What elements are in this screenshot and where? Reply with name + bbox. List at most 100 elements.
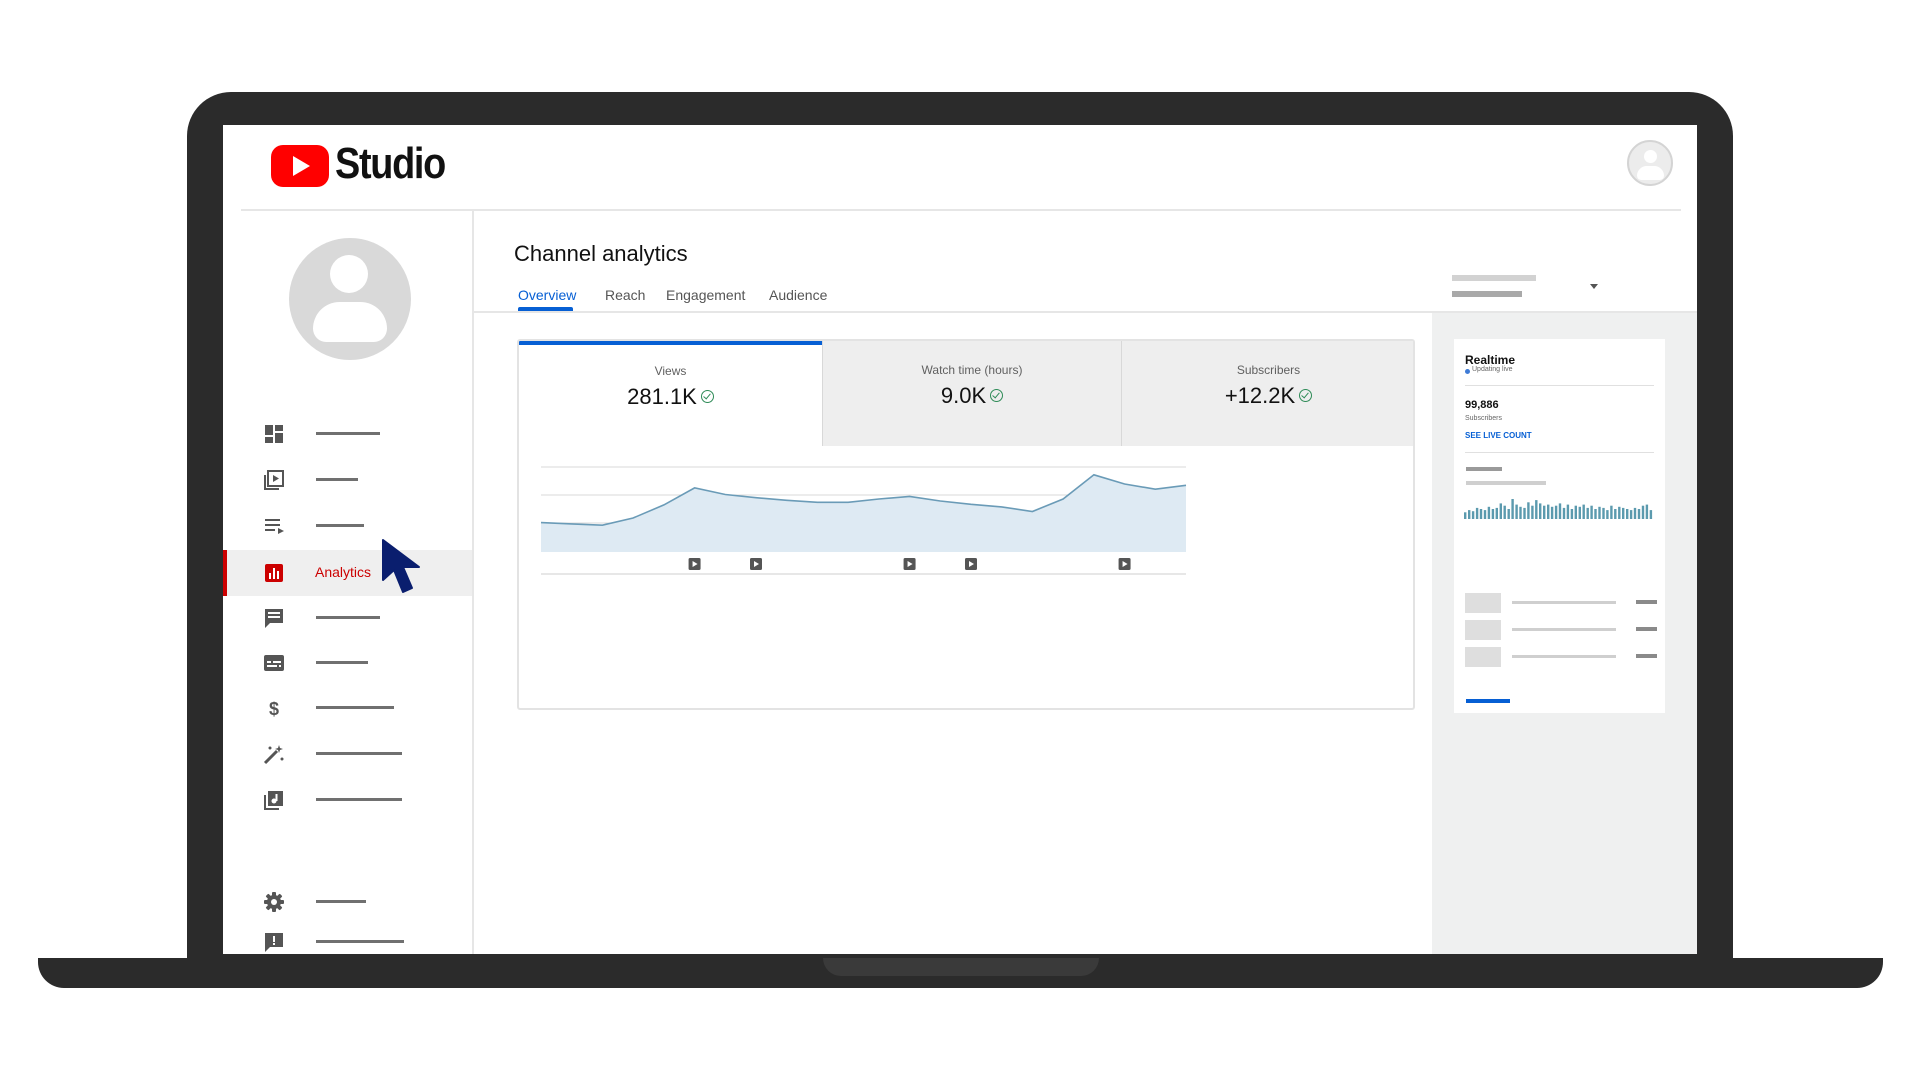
tab-active-indicator — [518, 307, 573, 311]
realtime-bar — [1471, 511, 1475, 519]
top-content-thumbnail[interactable] — [1465, 593, 1501, 613]
sidebar-item-settings[interactable] — [223, 879, 472, 925]
realtime-bar — [1503, 505, 1506, 519]
see-live-count-link[interactable]: SEE LIVE COUNT — [1465, 431, 1532, 440]
page-title: Channel analytics — [514, 241, 688, 266]
analytics-icon — [265, 564, 283, 582]
sidebar-item-subtitles[interactable] — [223, 640, 472, 686]
sidebar-item-comments[interactable] — [223, 595, 472, 641]
tab-audience[interactable]: Audience — [769, 287, 828, 303]
realtime-bar — [1570, 509, 1574, 519]
sidebar-item-content[interactable] — [223, 457, 472, 503]
see-more-link[interactable] — [1466, 699, 1510, 703]
sidebar-item-dashboard[interactable] — [223, 411, 472, 457]
comments-icon — [265, 609, 283, 628]
svg-text:$: $ — [269, 699, 279, 719]
subtitles-icon — [264, 655, 284, 671]
metric-value-row: +12.2K — [1122, 383, 1413, 409]
youtube-logo-icon[interactable] — [271, 145, 329, 187]
sidebar-item-placeholder — [316, 940, 404, 943]
metric-value-row: 9.0K — [823, 383, 1121, 409]
realtime-bar — [1543, 505, 1546, 519]
metric-value-row: 281.1K — [519, 384, 822, 410]
channel-avatar[interactable] — [289, 238, 411, 360]
realtime-title: Realtime — [1465, 353, 1516, 367]
app-logo-text[interactable]: Studio — [335, 139, 446, 188]
account-avatar-body — [1637, 166, 1664, 180]
metric-label: Subscribers — [1236, 363, 1301, 377]
top-content-thumbnail[interactable] — [1465, 620, 1501, 640]
realtime-bar — [1511, 499, 1514, 519]
studio-screen: Studio — [223, 125, 1697, 954]
realtime-bar — [1590, 505, 1593, 519]
main-content: Channel analytics Overview Reach Engagem… — [474, 211, 1697, 954]
app-header: Studio — [223, 125, 1697, 210]
tab-engagement[interactable]: Engagement — [666, 287, 746, 303]
sidebar-item-placeholder — [316, 616, 380, 619]
metric-tab-watch-time[interactable]: Watch time (hours) 9.0K — [822, 341, 1121, 446]
realtime-bar — [1491, 509, 1495, 519]
audio-library-icon — [264, 791, 283, 810]
realtime-bar — [1622, 507, 1625, 519]
tab-overview[interactable]: Overview — [518, 287, 577, 303]
video-marker-play-icon — [1122, 561, 1128, 567]
sidebar-item-placeholder — [316, 661, 368, 664]
tabs-divider — [474, 311, 1697, 313]
metric-tab-views[interactable]: Views 281.1K — [519, 341, 822, 446]
realtime-live-status: Updating live — [1472, 366, 1513, 373]
realtime-bar — [1641, 505, 1645, 519]
laptop-notch — [823, 958, 1099, 976]
sidebar: Analytics $ — [223, 211, 474, 954]
realtime-bar — [1487, 506, 1491, 519]
realtime-bar — [1507, 509, 1510, 519]
video-marker-play-icon — [969, 561, 974, 567]
realtime-count-label: Subscribers — [1465, 415, 1502, 422]
realtime-bar — [1626, 509, 1629, 519]
check-circle-icon — [1299, 388, 1313, 402]
top-content-placeholder — [1636, 627, 1657, 631]
realtime-card: Realtime Updating live 99,886 Subscriber… — [1454, 339, 1665, 713]
tab-reach[interactable]: Reach — [605, 287, 646, 303]
realtime-bar — [1535, 500, 1538, 519]
realtime-bar — [1614, 509, 1617, 519]
realtime-bar — [1574, 505, 1577, 519]
top-content-thumbnail[interactable] — [1465, 647, 1501, 667]
sidebar-item-audio-library[interactable] — [223, 777, 472, 823]
realtime-bar — [1547, 504, 1550, 519]
sidebar-item-feedback[interactable] — [223, 919, 472, 954]
metric-label: Watch time (hours) — [921, 363, 1023, 377]
analytics-overview-card: Views 281.1K Watch time (hours) 9.0K Sub… — [517, 339, 1415, 710]
sidebar-item-customization[interactable] — [223, 731, 472, 777]
channel-avatar-head — [330, 255, 368, 293]
metric-value: 9.0K — [940, 383, 987, 408]
monetization-icon: $ — [269, 699, 279, 719]
metric-tab-subscribers[interactable]: Subscribers +12.2K — [1121, 341, 1413, 446]
chart-area-fill — [541, 474, 1186, 552]
realtime-bar — [1562, 507, 1566, 519]
top-content-placeholder — [1636, 654, 1657, 658]
check-circle-icon — [990, 388, 1004, 402]
check-circle-icon — [700, 389, 714, 403]
chevron-down-icon — [1590, 284, 1598, 289]
video-marker-play-icon — [692, 561, 698, 567]
sidebar-item-placeholder — [316, 432, 380, 435]
live-dot-icon — [1465, 369, 1470, 374]
sidebar-item-playlists[interactable] — [223, 503, 472, 549]
sidebar-item-placeholder — [316, 478, 358, 481]
realtime-bar — [1598, 506, 1601, 519]
realtime-placeholder — [1466, 467, 1502, 471]
sidebar-item-monetization[interactable]: $ — [223, 685, 472, 731]
metric-label: Views — [654, 364, 687, 378]
realtime-bar — [1527, 502, 1530, 519]
sidebar-item-analytics[interactable]: Analytics — [223, 550, 472, 596]
mouse-cursor-icon — [382, 539, 420, 593]
realtime-bar — [1483, 510, 1487, 519]
period-selector-placeholder — [1452, 275, 1536, 281]
feedback-icon — [265, 933, 283, 952]
realtime-bar — [1602, 507, 1605, 519]
realtime-bar — [1464, 512, 1467, 519]
realtime-bar — [1495, 507, 1498, 519]
realtime-bar — [1578, 506, 1581, 519]
dashboard-icon — [265, 425, 283, 443]
account-avatar[interactable] — [1627, 140, 1673, 186]
